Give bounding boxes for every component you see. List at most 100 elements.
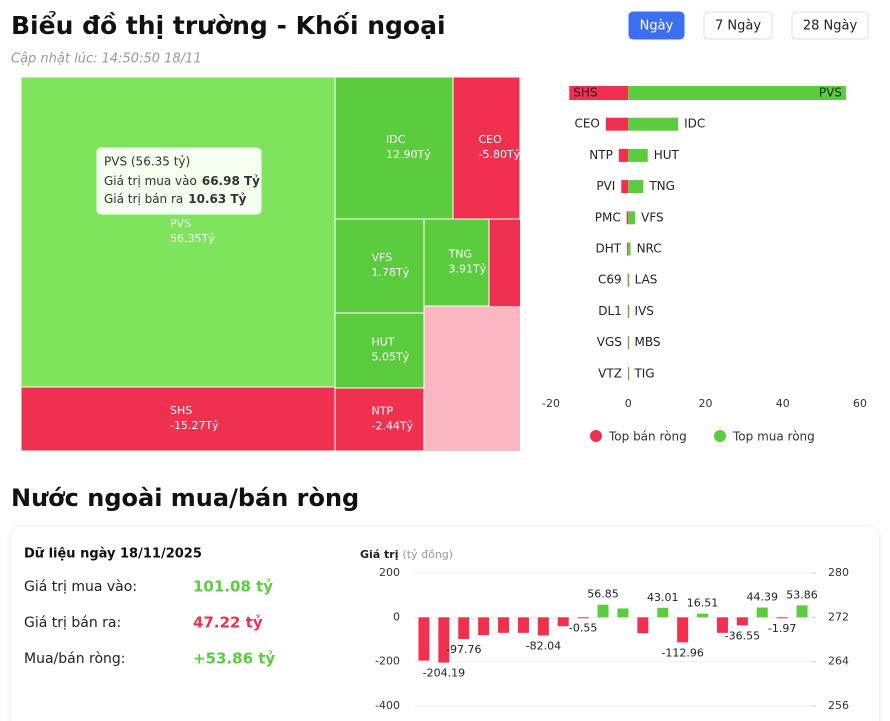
bar	[637, 617, 649, 634]
bar	[628, 242, 631, 256]
bar	[628, 273, 630, 287]
bar	[617, 608, 629, 618]
bar	[498, 617, 510, 633]
data-label: 56.85	[587, 588, 619, 601]
treemap-value: 3.91Tỷ	[449, 263, 487, 276]
tab-button[interactable]	[628, 11, 685, 40]
treemap-label: HUT	[372, 336, 395, 349]
bar	[626, 211, 629, 225]
y2-tick-label: 264	[828, 655, 849, 668]
x-tick-label: 0	[625, 397, 632, 410]
treemap-cell	[334, 387, 425, 452]
tab-button[interactable]	[703, 11, 773, 40]
bar-label: DHT	[595, 242, 621, 256]
bar-label: VTZ	[598, 366, 622, 380]
y-tick-label: -200	[375, 655, 400, 668]
bar	[756, 607, 768, 618]
bar	[478, 617, 490, 636]
bar	[458, 617, 470, 640]
bar	[628, 86, 846, 100]
bar	[597, 604, 609, 618]
bar-label: VGS	[597, 335, 622, 349]
treemap-label: VFS	[372, 251, 393, 264]
bar	[628, 180, 644, 194]
treemap-label: SHS	[170, 404, 192, 417]
bar	[627, 242, 629, 256]
tooltip-title: PVS (56.35 tỷ)	[104, 155, 190, 169]
treemap-value: 5.05Tỷ	[372, 351, 410, 364]
bar	[628, 148, 648, 162]
bar-label: LAS	[635, 273, 658, 287]
data-label: 53.86	[786, 588, 818, 601]
treemap-cell	[452, 76, 521, 220]
summary-value: 47.22 tỷ	[193, 614, 263, 632]
treemap-cell	[20, 76, 336, 388]
treemap-cell	[423, 218, 490, 307]
bar	[657, 607, 669, 618]
bar	[628, 367, 630, 381]
summary-label: Giá trị mua vào:	[24, 579, 137, 595]
treemap-label: TNG	[448, 248, 472, 261]
bar	[569, 86, 629, 100]
tab-label[interactable]: 7 Ngày	[715, 19, 761, 34]
x-tick-label: 60	[853, 397, 867, 410]
data-label: 16.51	[687, 597, 719, 610]
treemap-label: NTP	[372, 405, 394, 418]
legend-marker	[714, 430, 726, 442]
page-title: Biểu đồ thị trường - Khối ngoại	[11, 10, 446, 40]
summary-label: Mua/bán ròng:	[24, 651, 126, 667]
bar	[628, 336, 630, 350]
bar-label: DL1	[598, 304, 622, 318]
bar-label: PMC	[595, 210, 621, 224]
y-tick-label: 200	[379, 566, 400, 579]
data-label: 44.39	[747, 590, 779, 603]
data-label: -0.55	[569, 621, 597, 634]
tooltip-box	[95, 146, 263, 216]
section-title: Nước ngoài mua/bán ròng	[11, 484, 359, 512]
tab-label[interactable]: 28 Ngày	[803, 19, 858, 34]
tooltip-value: 66.98 Tỷ	[202, 174, 260, 188]
updated-time: Cập nhật lúc: 14:50:50 18/11	[11, 52, 202, 67]
bar	[517, 617, 529, 633]
data-label: -97.76	[446, 643, 481, 656]
bar-label: HUT	[654, 148, 680, 162]
bar	[677, 617, 689, 643]
bar	[557, 617, 569, 627]
tab-button[interactable]	[791, 11, 869, 40]
y-axis-unit: (tỷ đồng)	[403, 548, 454, 561]
bar	[418, 617, 430, 661]
tooltip-label: Giá trị mua vào	[104, 174, 197, 188]
legend-marker	[590, 430, 602, 442]
treemap-value: 12.90Tỷ	[386, 148, 431, 161]
x-tick-label: 40	[776, 397, 790, 410]
treemap-other-area	[424, 306, 520, 451]
data-label: -82.04	[526, 640, 561, 653]
treemap-other-area	[489, 219, 520, 306]
data-label: -36.55	[725, 629, 760, 642]
treemap-label: PVS	[170, 217, 191, 230]
bar-label: IDC	[684, 117, 705, 131]
tooltip-label: Giá trị bán ra	[104, 192, 183, 206]
bar-label: CEO	[574, 117, 599, 131]
bar-label: TNG	[648, 179, 675, 193]
y2-tick-label: 280	[828, 566, 849, 579]
bar-label: C69	[598, 273, 622, 287]
tab-label[interactable]: Ngày	[640, 19, 674, 34]
tooltip-value: 10.63 Tỷ	[188, 192, 246, 206]
bar	[716, 617, 728, 633]
y-axis-label: Giá trị	[360, 548, 399, 561]
x-tick-label: 20	[699, 397, 713, 410]
bar	[776, 617, 788, 619]
treemap-value: 56.35Tỷ	[170, 232, 215, 245]
legend-label: Top bán ròng	[608, 430, 687, 444]
y2-tick-label: 272	[828, 610, 849, 623]
bar	[628, 117, 679, 131]
bar-label: VFS	[641, 210, 664, 224]
y-tick-label: -400	[375, 699, 400, 712]
tooltip-row: Giá trị mua vào 66.98 Tỷ	[104, 174, 260, 188]
treemap-label: IDC	[386, 133, 406, 146]
y-tick-label: 0	[393, 610, 400, 623]
bar	[537, 617, 549, 636]
